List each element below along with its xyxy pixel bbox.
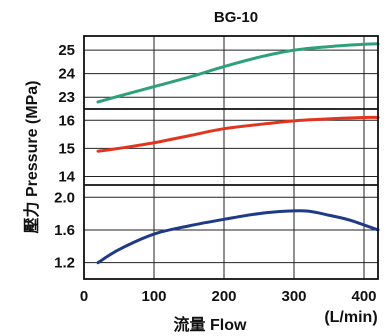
y-tick-labels: 25 24 23 16 15 14 2.0 1.6 1.2	[54, 42, 76, 272]
y-tick-label: 25	[58, 42, 75, 59]
x-tick-label: 300	[281, 288, 306, 305]
y-tick-label: 14	[58, 169, 75, 186]
y-tick-label: 24	[58, 66, 75, 83]
y-tick-label: 1.2	[54, 255, 75, 272]
y-tick-label: 15	[58, 140, 75, 157]
x-tick-label: 400	[351, 288, 376, 305]
series-line-panel-3	[96, 209, 380, 265]
y-tick-label: 16	[58, 112, 75, 129]
x-tick-label: 200	[211, 288, 236, 305]
grid-lines	[84, 36, 378, 279]
x-axis-unit: (L/min)	[324, 309, 377, 326]
series-lines	[96, 42, 380, 265]
y-axis-title: 壓力 Pressure (MPa)	[22, 81, 41, 234]
y-tick-label: 2.0	[54, 189, 75, 206]
y-tick-label: 1.6	[54, 222, 75, 239]
x-axis-title: 流量 Flow	[174, 315, 247, 334]
x-tick-labels: 0 100 200 300 400	[80, 288, 377, 305]
y-tick-label: 23	[58, 89, 75, 106]
chart-title: BG-10	[214, 9, 258, 26]
x-tick-label: 0	[80, 288, 88, 305]
series-line-panel-2	[96, 115, 380, 153]
plot-frame	[83, 35, 379, 280]
x-tick-label: 100	[141, 288, 166, 305]
series-line-panel-1	[96, 42, 380, 104]
